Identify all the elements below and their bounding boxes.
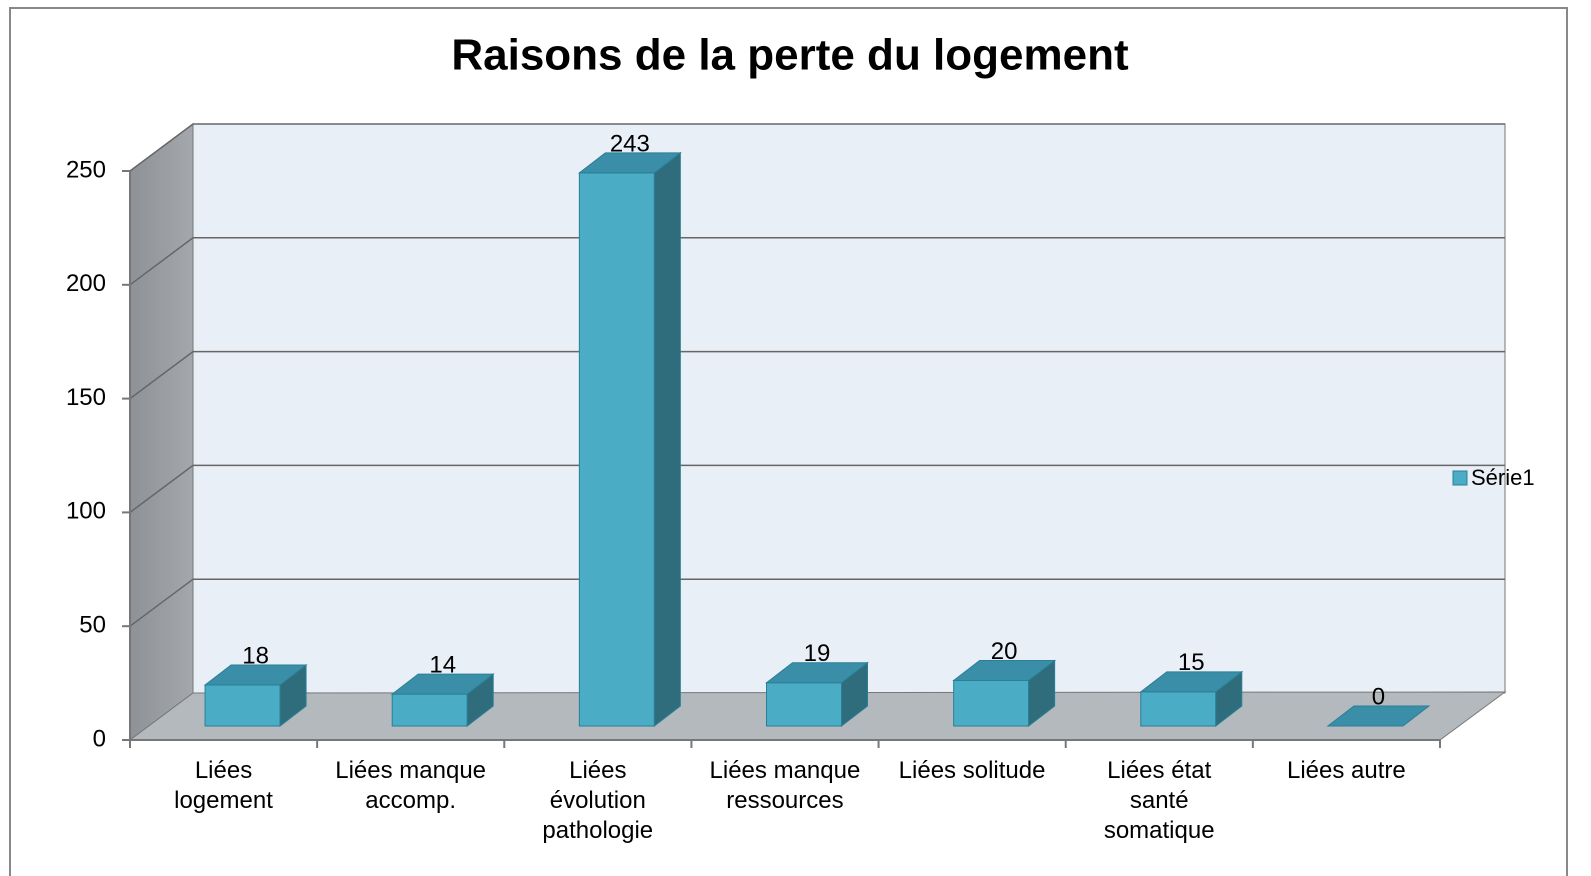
bar — [1326, 705, 1431, 727]
bar-top — [577, 152, 682, 174]
data-label: 14 — [429, 651, 456, 678]
bar — [952, 659, 1057, 728]
bar-top — [1139, 671, 1244, 693]
bar-top — [765, 662, 869, 684]
y-tick-label: 100 — [66, 498, 106, 525]
bar — [765, 661, 869, 728]
x-tick-label: Liées manque ressources — [709, 757, 861, 814]
bar-top — [390, 673, 495, 695]
x-tick-label: Liées manque accomp. — [335, 757, 487, 814]
x-tick-label: Liées autre — [1286, 757, 1406, 784]
bar-top — [203, 664, 308, 686]
x-tick-label: Liées solitude — [898, 757, 1046, 784]
data-label: 0 — [1372, 683, 1385, 710]
bar-front — [204, 684, 281, 727]
bar-top — [1326, 705, 1431, 727]
side-wall — [129, 123, 194, 741]
y-tick-label: 150 — [66, 384, 106, 411]
bar-top — [952, 659, 1057, 681]
y-tick-label: 200 — [66, 270, 106, 297]
bar — [577, 151, 682, 728]
chart-title: Raisons de la perte du logement — [451, 31, 1129, 80]
y-tick-label: 50 — [79, 612, 106, 639]
x-tick-label: Liées logement — [174, 757, 273, 814]
bar-side — [653, 151, 681, 728]
grid-line — [129, 350, 1505, 400]
bar-front — [766, 682, 842, 727]
grid-line — [129, 578, 1505, 627]
data-label: 18 — [242, 642, 269, 669]
legend-label: Série1 — [1471, 465, 1535, 490]
x-tick-label: Liées évolution pathologie — [542, 757, 654, 844]
y-tick-label: 0 — [93, 725, 106, 752]
data-label: 19 — [804, 640, 831, 667]
back-wall — [192, 123, 1506, 694]
y-tick-label: 250 — [66, 156, 106, 183]
bar-front — [578, 172, 655, 727]
bar — [203, 664, 308, 728]
data-label: 15 — [1178, 649, 1205, 676]
bar — [390, 673, 495, 728]
bar-front — [391, 693, 468, 727]
data-label: 20 — [991, 638, 1018, 665]
bar-front — [953, 679, 1030, 727]
grid-line — [129, 464, 1505, 514]
bar — [1139, 670, 1244, 728]
grid-line — [129, 237, 1505, 286]
legend-swatch — [1452, 470, 1468, 486]
bar-front — [1140, 691, 1217, 727]
grid-line — [129, 123, 1505, 172]
x-tick-label: Liées état santé somatique — [1103, 757, 1215, 844]
data-label: 243 — [610, 130, 650, 157]
